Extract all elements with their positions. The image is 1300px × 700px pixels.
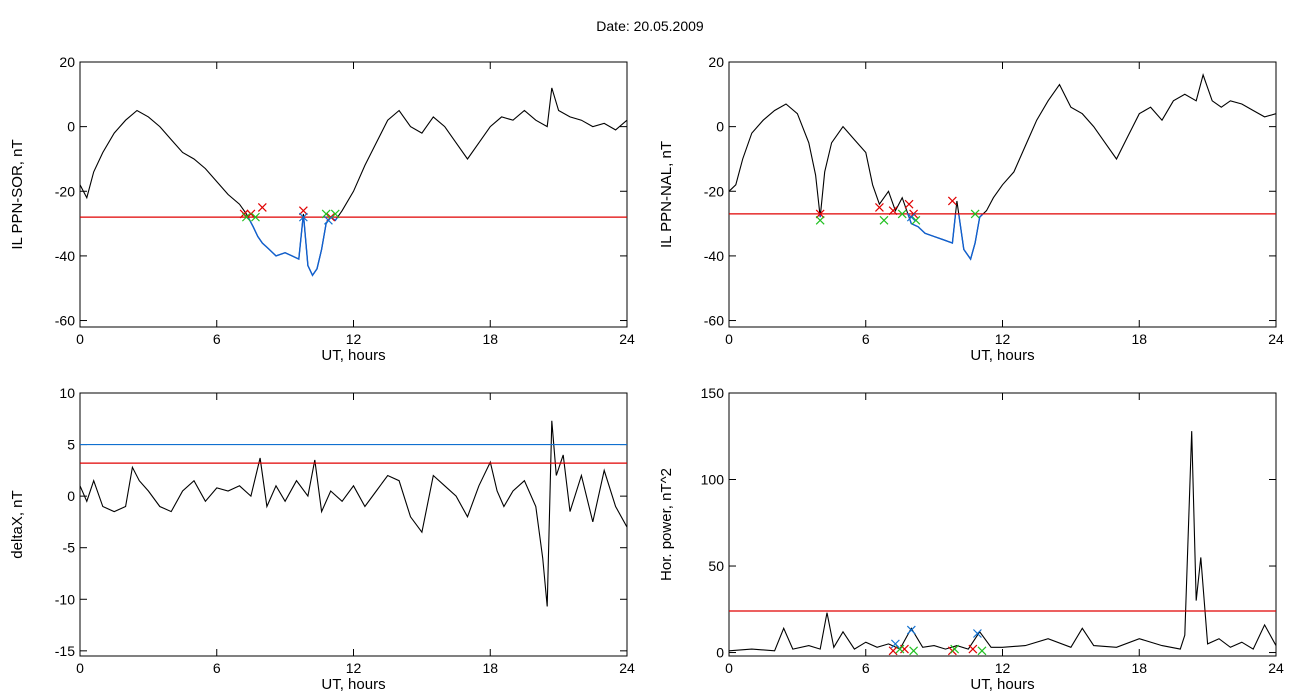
plot-area <box>729 73 1276 261</box>
event-marker <box>968 644 978 654</box>
event-marker <box>246 209 256 219</box>
x-axis-label: UT, hours <box>321 676 385 693</box>
y-axis-label: Hor. power, nT^2 <box>658 468 675 581</box>
x-tick-label: 0 <box>725 331 733 347</box>
x-tick-label: 6 <box>862 331 870 347</box>
y-axis-label: IL PPN-NAL, nT <box>658 141 675 248</box>
series-line <box>729 431 1276 652</box>
event-marker <box>970 209 980 219</box>
x-tick-label: 12 <box>995 331 1011 347</box>
plot-area <box>80 420 627 607</box>
y-axis-label: IL PPN-SOR, nT <box>9 139 26 249</box>
x-axis-label: UT, hours <box>321 347 385 364</box>
y-tick-label: 150 <box>701 385 725 401</box>
x-tick-label: 6 <box>213 660 221 676</box>
date-title: Date: 20.05.2009 <box>596 18 704 34</box>
event-marker <box>890 639 900 649</box>
series-line <box>80 87 627 277</box>
plot-area <box>729 431 1276 656</box>
x-tick-label: 18 <box>1131 331 1147 347</box>
panel-hor-power: 0 6 12 18 24 0 50 100 150 UT, hours Hor. power, nT… <box>658 385 1284 693</box>
y-tick-label: -10 <box>55 591 75 607</box>
event-marker <box>947 196 957 206</box>
event-marker <box>298 206 308 216</box>
x-tick-label: 24 <box>1268 331 1284 347</box>
plot-frame <box>79 392 628 657</box>
event-marker <box>815 209 825 219</box>
event-marker <box>321 209 331 219</box>
event-marker <box>879 215 889 225</box>
y-tick-label: -40 <box>55 248 75 264</box>
y-tick-label: 0 <box>67 119 75 135</box>
event-marker <box>251 212 260 222</box>
y-tick-label: -40 <box>704 248 724 264</box>
x-axis-label: UT, hours <box>970 347 1034 364</box>
x-tick-label: 12 <box>346 331 362 347</box>
event-marker <box>241 212 251 222</box>
event-marker <box>973 629 982 638</box>
x-tick-label: 12 <box>995 660 1011 676</box>
y-tick-label: 20 <box>59 54 75 70</box>
event-marker <box>909 646 919 656</box>
x-tick-label: 18 <box>482 331 498 347</box>
event-marker <box>888 646 898 656</box>
y-tick-label: -5 <box>63 540 76 556</box>
below-threshold-line <box>819 213 985 261</box>
panel-il-ppn-nal: 0 6 12 18 24 -60 -40 -20 0 20 UT, hours IL PPN-NAL,… <box>658 54 1284 364</box>
event-marker <box>906 625 916 635</box>
event-marker <box>900 644 909 654</box>
event-marker <box>950 644 960 654</box>
y-tick-label: 5 <box>67 437 75 453</box>
event-marker <box>904 199 914 209</box>
y-axis-label: deltaX, nT <box>9 490 26 558</box>
x-tick-label: 6 <box>213 331 221 347</box>
panel-il-ppn-sor: 0 6 12 18 24 -60 -40 -20 0 20 UT, hours IL PPN-SOR,… <box>9 54 635 364</box>
plot-frame <box>728 61 1277 328</box>
x-tick-label: 12 <box>346 660 362 676</box>
y-tick-label: 0 <box>716 119 724 135</box>
y-tick-label: -60 <box>55 313 75 329</box>
y-tick-label: -20 <box>704 183 724 199</box>
y-tick-label: 10 <box>59 385 75 401</box>
event-marker <box>897 209 907 219</box>
event-marker <box>888 206 898 216</box>
y-tick-label: 0 <box>716 645 724 661</box>
event-marker <box>815 215 825 225</box>
x-tick-label: 0 <box>725 660 733 676</box>
y-tick-label: -20 <box>55 183 75 199</box>
series-line <box>729 73 1276 261</box>
plot-frame <box>79 61 628 328</box>
event-marker <box>977 646 987 656</box>
event-marker <box>298 212 308 222</box>
event-marker <box>875 203 884 212</box>
event-marker <box>906 212 916 222</box>
panel-delta-x: 0 6 12 18 24 -15 -10 -5 0 5 10 UT, hours deltaX, nT <box>9 385 635 693</box>
x-tick-label: 24 <box>1268 660 1284 676</box>
x-tick-label: 18 <box>482 660 498 676</box>
x-tick-label: 24 <box>619 331 635 347</box>
x-tick-label: 0 <box>76 331 84 347</box>
x-axis-label: UT, hours <box>970 676 1034 693</box>
y-tick-label: 100 <box>701 472 725 488</box>
series-line <box>80 420 627 607</box>
plot-area <box>80 87 627 277</box>
below-threshold-line <box>247 217 339 277</box>
y-tick-label: 50 <box>708 558 724 574</box>
y-tick-label: 20 <box>708 54 724 70</box>
event-marker <box>911 215 921 225</box>
x-tick-label: 6 <box>862 660 870 676</box>
y-tick-label: -60 <box>704 313 724 329</box>
y-tick-label: -15 <box>55 643 75 659</box>
event-marker <box>257 203 267 212</box>
x-tick-label: 0 <box>76 660 84 676</box>
x-tick-label: 18 <box>1131 660 1147 676</box>
y-tick-label: 0 <box>67 488 75 504</box>
x-tick-label: 24 <box>619 660 635 676</box>
event-marker <box>324 215 333 225</box>
